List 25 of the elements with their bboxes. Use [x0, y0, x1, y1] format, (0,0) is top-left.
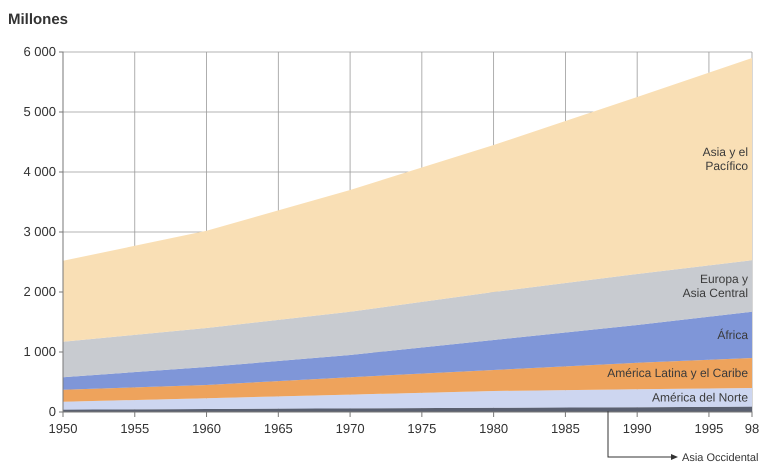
x-tick-label: 1990: [622, 421, 652, 436]
x-tick-label: 1965: [264, 421, 293, 436]
y-tick-label: 5 000: [23, 104, 56, 120]
y-tick-label: 6 000: [23, 44, 56, 60]
x-tick-label: 1995: [694, 421, 724, 436]
series-label: América del Norte: [652, 390, 748, 404]
series-label: Europa y Asia Central: [682, 272, 748, 300]
y-tick-label: 2 000: [23, 284, 56, 300]
x-tick-label: 1955: [120, 421, 150, 436]
x-tick-label: 1975: [407, 421, 436, 436]
y-tick-label: 3 000: [23, 224, 56, 240]
y-tick-label: 1 000: [23, 344, 56, 360]
x-tick-label: 1980: [479, 421, 508, 436]
y-axis-title: Millones: [8, 11, 68, 28]
y-tick-label: 0: [48, 404, 56, 420]
x-tick-label: 98: [744, 421, 760, 436]
series-label: Asia y el Pacífico: [702, 145, 748, 174]
text: Asia Occidental: [682, 452, 758, 464]
x-tick-label: 1970: [336, 421, 365, 436]
x-tick-label: 1985: [550, 421, 580, 436]
y-tick-label: 4 000: [23, 164, 56, 180]
series-label: América Latina y el Caribe: [607, 366, 748, 380]
x-tick-label: 1960: [192, 421, 222, 436]
x-tick-label: 1950: [48, 421, 78, 436]
series-label: África: [717, 328, 748, 342]
